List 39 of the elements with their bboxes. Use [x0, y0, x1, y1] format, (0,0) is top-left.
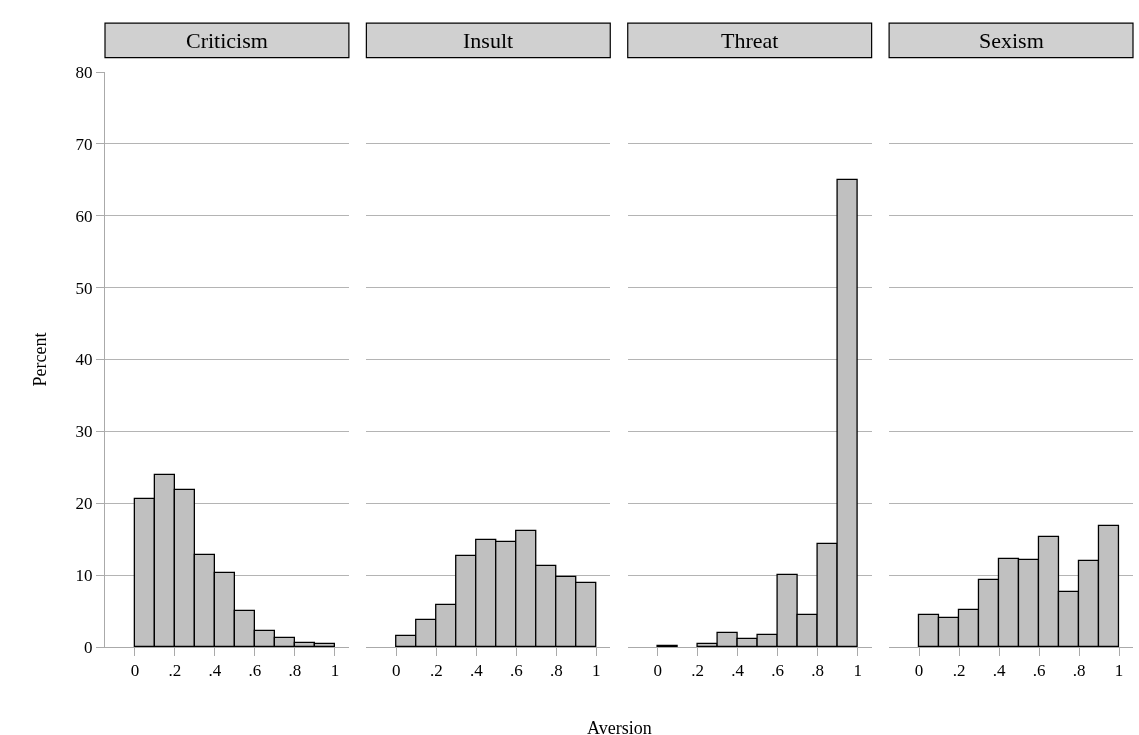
- x-tick-label: .6: [1032, 661, 1046, 681]
- y-tick-label: 40: [75, 350, 93, 370]
- x-tick-label: 0: [392, 661, 401, 681]
- x-tick-label: .4: [992, 661, 1006, 681]
- y-tick-label: 70: [75, 134, 93, 154]
- chart-title: Criticism: [186, 28, 268, 53]
- y-tick-label: 10: [75, 566, 93, 586]
- y-tick-label: 20: [75, 494, 93, 514]
- x-tick-label: .8: [549, 661, 563, 681]
- x-tick-label: .8: [288, 661, 302, 681]
- y-tick-label: 50: [75, 278, 93, 298]
- x-tick-label: .4: [731, 661, 745, 681]
- y-axis-title: Percent: [30, 332, 51, 387]
- x-tick-label: .4: [208, 661, 222, 681]
- x-tick-label: .8: [1072, 661, 1086, 681]
- x-tick-label: 1: [592, 661, 601, 681]
- x-tick-label: .2: [691, 661, 705, 681]
- x-tick-label: 1: [853, 661, 862, 681]
- x-tick-label: .8: [811, 661, 825, 681]
- x-tick-label: 1: [330, 661, 340, 681]
- x-tick-label: .2: [952, 661, 966, 681]
- x-tick-label: 0: [653, 661, 662, 681]
- y-tick-label: 80: [75, 62, 93, 82]
- chart-title: Sexism: [979, 28, 1044, 53]
- x-tick-label: .6: [771, 661, 785, 681]
- x-tick-label: .6: [509, 661, 523, 681]
- chart-title: Threat: [721, 28, 779, 53]
- y-tick-label: 60: [75, 206, 93, 226]
- y-tick-label: 30: [75, 422, 93, 442]
- chart-title: Insult: [463, 28, 514, 53]
- x-tick-label: .6: [248, 661, 262, 681]
- x-tick-label: .2: [429, 661, 443, 681]
- x-axis-title: Aversion: [587, 718, 652, 735]
- x-tick-label: 1: [1114, 661, 1124, 681]
- x-tick-label: 0: [130, 661, 140, 681]
- x-tick-label: .4: [469, 661, 484, 681]
- x-tick-label: 0: [914, 661, 924, 681]
- y-tick-label: 0: [84, 637, 93, 657]
- x-tick-label: .2: [168, 661, 182, 681]
